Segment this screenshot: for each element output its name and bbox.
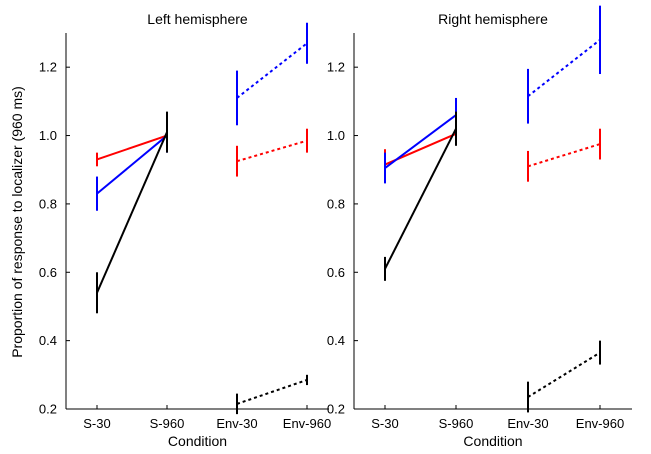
series-line-red-solid <box>96 134 168 161</box>
x-tick-label: S-960 <box>150 416 185 431</box>
y-tick-label: 1.2 <box>39 60 57 75</box>
y-tick-label: 1.0 <box>39 128 57 143</box>
series-line-blue-dotted <box>236 42 308 99</box>
y-tick-label: 0.4 <box>39 333 57 348</box>
y-tick-label: 1.2 <box>327 60 345 75</box>
x-tick-label: S-30 <box>371 416 398 431</box>
y-tick-label: 0.2 <box>39 402 57 417</box>
chart-panel-2: Right hemisphere Condition 0.2 0.4 0.6 0.8 1.0… <box>327 5 632 449</box>
series-line-blue-solid <box>384 114 457 169</box>
y-tick-label: 0.4 <box>327 333 345 348</box>
series-line-red-dotted <box>236 139 308 163</box>
y-axis-label: Proportion of response to localizer (960… <box>9 86 25 358</box>
y-tick-label: 1.0 <box>327 128 345 143</box>
series-line-black-dotted <box>527 351 601 398</box>
panel-title: Right hemisphere <box>438 11 548 27</box>
x-tick-label: Env-30 <box>507 416 548 431</box>
x-tick-label: S-960 <box>439 416 474 431</box>
series-line-red-dotted <box>527 143 601 168</box>
y-tick-label: 0.8 <box>327 196 345 211</box>
series-line-blue-dotted <box>527 39 601 98</box>
series-line-black-solid <box>384 128 457 270</box>
panel-title: Left hemisphere <box>147 11 248 27</box>
x-tick-label: Env-960 <box>283 416 331 431</box>
y-tick-label: 0.6 <box>327 265 345 280</box>
series-line-black-dotted <box>236 378 308 405</box>
y-tick-label: 0.8 <box>39 196 57 211</box>
series-line-blue-solid <box>96 134 168 195</box>
x-axis-label: Condition <box>168 433 227 449</box>
x-tick-label: S-30 <box>83 416 110 431</box>
y-tick-label: 0.2 <box>327 402 345 417</box>
chart-panel-1: Left hemisphere Condition 0.2 0.4 0.6 0.8 1.0 1… <box>39 11 331 449</box>
series-line-black-solid <box>96 131 168 294</box>
y-tick-label: 0.6 <box>39 265 57 280</box>
x-tick-label: Env-960 <box>576 416 624 431</box>
x-tick-label: Env-30 <box>216 416 257 431</box>
x-axis-label: Condition <box>463 433 522 449</box>
